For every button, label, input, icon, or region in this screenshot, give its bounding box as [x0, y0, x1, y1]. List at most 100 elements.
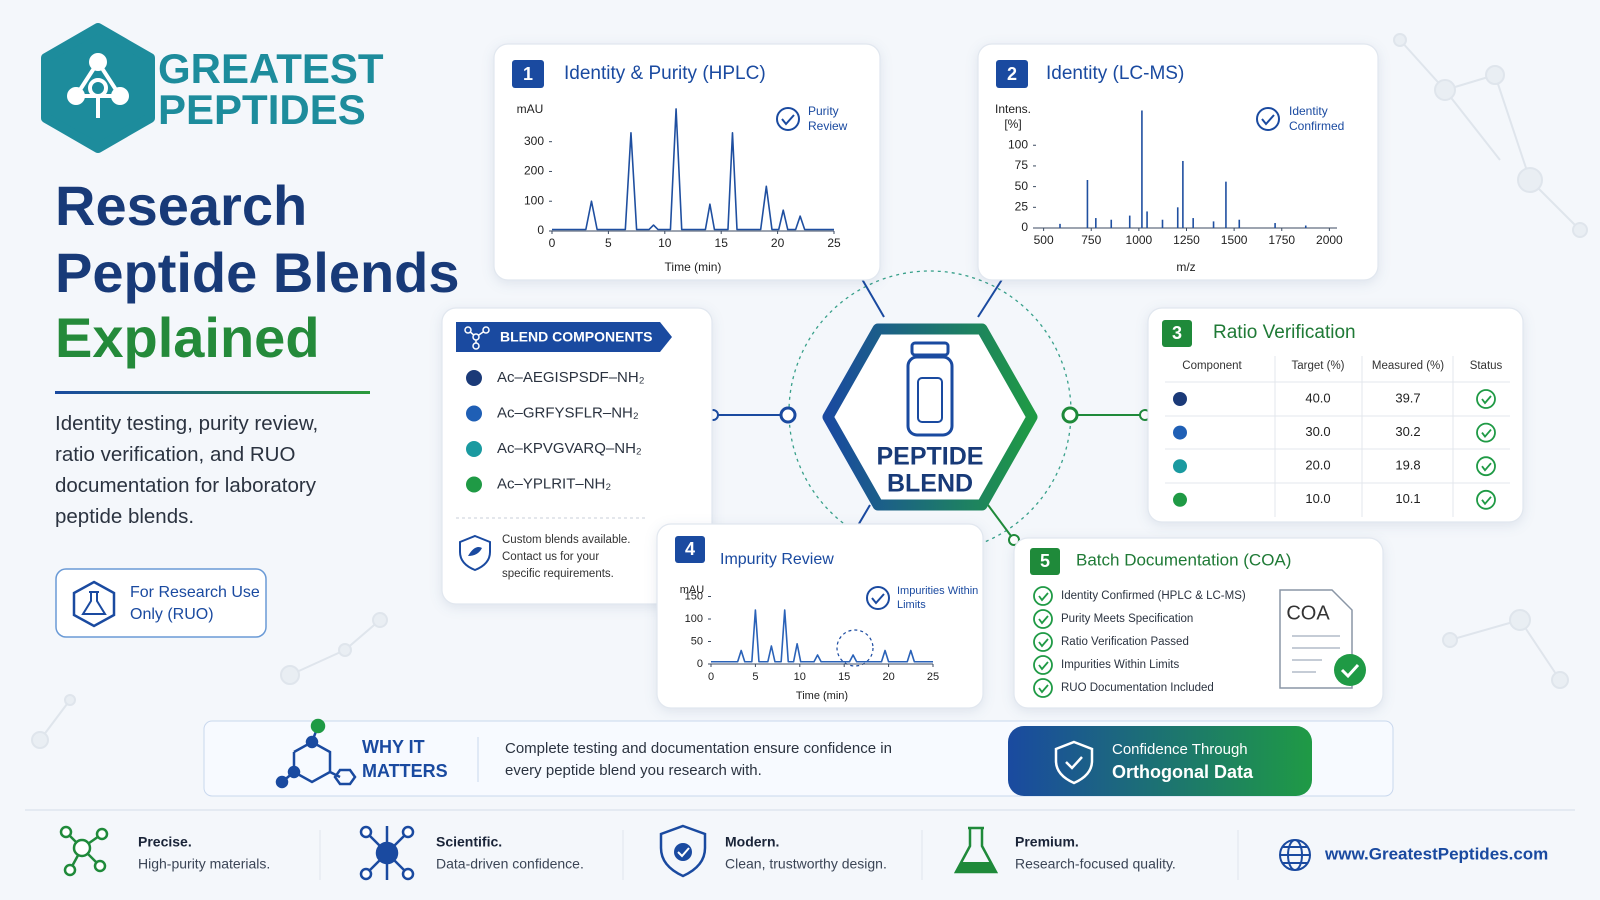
component-dot — [466, 476, 482, 493]
component-name: Ac–GRFYSFLR–NH₂ — [497, 404, 639, 421]
check-icon — [1261, 114, 1275, 126]
target-cell: 40.0 — [1305, 390, 1330, 405]
logo-icon — [67, 53, 129, 118]
y-axis-label: mAU — [517, 102, 544, 116]
document-lines — [1292, 635, 1340, 673]
brand-line: GREATEST — [158, 45, 384, 92]
x-axis-label: Time (min) — [665, 260, 722, 274]
measured-cell: 30.2 — [1395, 424, 1420, 439]
table-grid — [1165, 356, 1510, 517]
status-icon — [1481, 462, 1492, 472]
check-icon — [781, 114, 795, 126]
x-tick-label: 25 — [927, 671, 939, 683]
number: 1 — [523, 64, 533, 84]
component-dot — [466, 441, 482, 457]
status-icon — [1476, 489, 1496, 510]
y-tick-label: 300 — [524, 134, 544, 148]
y-tick-label: 100 — [1008, 137, 1028, 151]
feature-icon — [359, 825, 415, 881]
globe-icon — [1279, 839, 1311, 871]
logo-hexagon — [41, 23, 155, 153]
status-icon — [1481, 496, 1492, 506]
status-icon — [1033, 678, 1053, 698]
check-badge — [1334, 654, 1366, 686]
number: 4 — [685, 539, 695, 559]
status-icon — [1033, 609, 1053, 629]
status-icon — [1033, 586, 1053, 606]
measured-cell: 39.7 — [1395, 390, 1420, 405]
status-icon — [1476, 456, 1496, 477]
ruo-icon — [72, 580, 116, 628]
x-tick-label: 1250 — [1173, 233, 1200, 247]
status-icon — [1476, 389, 1496, 409]
feature-icon — [59, 825, 109, 877]
number-badge — [675, 536, 705, 563]
cta-shield — [1065, 756, 1083, 770]
badge-text: Identity Confirmed — [1289, 104, 1345, 133]
feature-title: Premium. — [1015, 834, 1079, 850]
badge-text: Purity Review — [808, 104, 848, 133]
y-tick-label: 200 — [524, 164, 544, 178]
shield-icon — [468, 547, 482, 556]
x-tick-label: 20 — [882, 671, 894, 683]
website-link[interactable]: www.GreatestPeptides.com — [1324, 844, 1548, 863]
column-header: Target (%) — [1291, 360, 1344, 372]
target-cell: 20.0 — [1305, 458, 1330, 473]
underline — [55, 391, 370, 394]
check-icon — [871, 593, 885, 605]
headline: Peptide Blends — [55, 241, 460, 304]
x-tick-label: 20 — [771, 236, 785, 250]
document-label: COA — [1286, 602, 1330, 624]
coa-item: Purity Meets Specification — [1061, 613, 1193, 625]
status-icon — [1481, 429, 1492, 439]
ribbon-icon — [464, 326, 490, 350]
check-icon — [776, 107, 800, 131]
component-dot — [1173, 492, 1187, 507]
trace — [552, 108, 834, 231]
feature-title: Precise. — [138, 834, 192, 850]
component-dot — [466, 405, 482, 422]
coa-item: RUO Documentation Included — [1061, 682, 1214, 694]
why-heading: WHY IT MATTERS — [362, 737, 448, 781]
status-icon — [1038, 592, 1049, 602]
document-icon — [1279, 589, 1353, 689]
why-text: Complete testing and documentation ensur… — [505, 740, 892, 779]
components-note: Custom blends available. Contact us for … — [502, 534, 631, 580]
card-title: Batch Documentation (COA) — [1076, 550, 1291, 569]
component-name: Ac–YPLRIT–NH₂ — [497, 475, 611, 492]
y-tick-label: 0 — [697, 658, 703, 670]
card-title: Ratio Verification — [1213, 322, 1356, 343]
y-tick-label: 50 — [691, 635, 703, 647]
coa-item: Identity Confirmed (HPLC & LC-MS) — [1061, 590, 1246, 602]
x-tick-label: 5 — [605, 236, 612, 250]
number: 5 — [1040, 551, 1050, 571]
y-tick-label: 150 — [685, 590, 703, 602]
y-tick-label: 100 — [685, 613, 703, 625]
card-title: Impurity Review — [720, 551, 834, 568]
headline: Research — [55, 174, 307, 237]
y-tick-label: 0 — [1021, 220, 1028, 234]
status-icon — [1038, 684, 1049, 694]
cta-text: Orthogonal Data — [1112, 762, 1254, 782]
feature-text: Data-driven confidence. — [436, 856, 584, 872]
x-tick-label: 2000 — [1316, 233, 1343, 247]
feature-icon — [674, 843, 692, 861]
feature-title: Modern. — [725, 834, 779, 850]
y-tick-label: 75 — [1015, 158, 1029, 172]
x-tick-label: 25 — [827, 236, 841, 250]
number: 3 — [1172, 323, 1182, 343]
number: 2 — [1007, 64, 1017, 84]
measured-cell: 10.1 — [1395, 491, 1420, 506]
feature-icon — [677, 847, 690, 858]
status-icon — [1481, 395, 1492, 405]
status-icon — [1476, 422, 1496, 443]
x-tick-label: 5 — [752, 671, 758, 683]
x-tick-label: 1000 — [1126, 233, 1153, 247]
center-hexagon — [822, 323, 1038, 511]
ruo-text: For Research Use Only (RUO) — [130, 584, 260, 623]
y-axis-label: mAU — [680, 584, 705, 596]
y-axis-label: Intens. [%] — [994, 102, 1032, 131]
x-tick-label: 750 — [1081, 233, 1101, 247]
measured-cell: 19.8 — [1395, 458, 1420, 473]
